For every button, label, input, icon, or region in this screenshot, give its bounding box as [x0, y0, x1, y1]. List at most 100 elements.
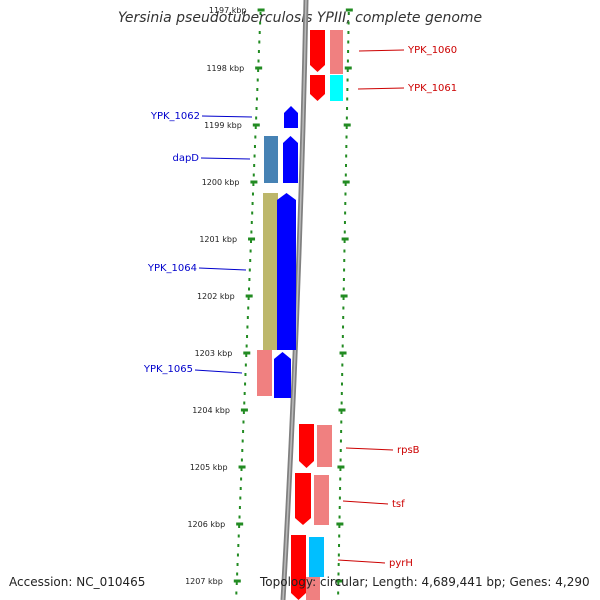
- tick-dot-right: [342, 297, 345, 300]
- tick-dot-right: [346, 69, 349, 72]
- tick-dot-left: [243, 401, 246, 405]
- tick-dot-left: [255, 107, 258, 110]
- tick-dot-right: [338, 515, 341, 519]
- tick-dot-right: [342, 325, 345, 329]
- tick-dot-right: [339, 477, 342, 481]
- tick-dot-left: [258, 31, 261, 34]
- gene-arrow-reverse: [310, 30, 325, 72]
- gene-leader-line: [200, 157, 251, 160]
- tick-mark-left: [252, 123, 260, 127]
- gene-cog-bar: [263, 193, 278, 350]
- tick-dot-left: [237, 544, 240, 547]
- tick-dot-right: [347, 31, 350, 34]
- tick-dot-right: [337, 582, 340, 585]
- tick-label: 1206 kbp: [187, 520, 225, 529]
- tick-dot-right: [344, 211, 347, 215]
- tick-dot-right: [347, 12, 350, 15]
- tick-dot-left: [242, 411, 245, 414]
- tick-dot-left: [237, 534, 240, 538]
- tick-label: 1201 kbp: [199, 235, 237, 244]
- gene-label-reverse: rpsB: [397, 445, 420, 456]
- tick-label: 1197 kbp: [209, 6, 247, 15]
- tick-dot-left: [241, 449, 244, 452]
- tick-dot-left: [235, 591, 238, 595]
- tick-label: 1207 kbp: [185, 577, 223, 586]
- tick-dot-left: [240, 458, 243, 462]
- tick-mark-left: [257, 8, 265, 12]
- tick-dot-left: [246, 325, 249, 329]
- tick-dot-right: [341, 344, 344, 348]
- tick-dot-right: [346, 97, 349, 101]
- tick-dot-right: [346, 107, 349, 110]
- tick-dot-left: [258, 40, 261, 44]
- tick-label: 1204 kbp: [192, 406, 230, 415]
- gene-cog-bar: [330, 30, 343, 74]
- tick-dot-left: [249, 259, 252, 262]
- tick-dot-right: [347, 40, 350, 44]
- tick-mark-right: [341, 237, 349, 241]
- tick-dot-left: [242, 430, 245, 433]
- tick-dot-right: [344, 183, 347, 186]
- tick-dot-left: [259, 12, 262, 15]
- gene-leader-line: [357, 87, 405, 90]
- tick-dot-left: [236, 563, 239, 566]
- tick-dot-left: [236, 553, 239, 557]
- tick-dot-right: [346, 88, 349, 91]
- tick-dot-right: [339, 439, 342, 443]
- tick-dot-right: [337, 563, 340, 566]
- gene-leader-line: [194, 369, 243, 374]
- tick-dot-right: [346, 59, 349, 63]
- tick-dot-left: [248, 287, 251, 291]
- gene-cog-bar: [330, 75, 343, 101]
- tick-dot-left: [255, 97, 258, 101]
- gene-label-forward: YPK_1064: [147, 263, 197, 274]
- tick-dot-left: [238, 525, 241, 528]
- tick-dot-right: [345, 145, 348, 148]
- tick-mark-right: [335, 579, 343, 583]
- tick-dot-right: [346, 78, 349, 82]
- tick-dot-left: [253, 154, 256, 158]
- tick-dot-right: [339, 458, 342, 462]
- tick-dot-right: [341, 354, 344, 357]
- accession-label: Accession: NC_010465: [9, 575, 146, 589]
- tick-dot-left: [244, 363, 247, 367]
- gene-leader-line: [337, 559, 386, 564]
- tick-mark-right: [336, 522, 344, 526]
- backbone-highlight: [282, 0, 307, 600]
- tick-mark-left: [250, 180, 258, 184]
- tick-mark-right: [342, 180, 350, 184]
- gene-leader-line: [358, 49, 405, 52]
- tick-mark-left: [245, 294, 253, 298]
- tick-dot-left: [250, 230, 253, 234]
- tick-dot-left: [243, 392, 246, 395]
- tick-dot-left: [253, 145, 256, 148]
- tick-mark-left: [240, 408, 248, 412]
- tick-dot-right: [341, 363, 344, 367]
- tick-dot-left: [254, 126, 257, 129]
- tick-dot-left: [239, 496, 242, 500]
- tick-dot-right: [343, 249, 346, 253]
- gene-cog-bar: [264, 136, 278, 183]
- tick-dot-right: [340, 401, 343, 405]
- tick-mark-left: [238, 465, 246, 469]
- tick-mark-right: [343, 123, 351, 127]
- gene-arrow-reverse: [310, 75, 325, 101]
- tick-dot-right: [344, 164, 347, 167]
- tick-dot-right: [337, 553, 340, 557]
- tick-mark-left: [243, 351, 251, 355]
- tick-dot-left: [238, 515, 241, 519]
- gene-leader-line: [198, 267, 247, 271]
- gene-label-reverse: pyrH: [389, 558, 413, 569]
- tick-dot-left: [238, 506, 241, 509]
- tick-dot-right: [340, 411, 343, 414]
- tick-dot-left: [236, 572, 239, 576]
- tick-dot-left: [246, 335, 249, 338]
- gene-leader-line: [201, 115, 253, 118]
- tick-dot-left: [255, 116, 258, 120]
- gene-arrow-forward: [284, 106, 298, 128]
- tick-dot-right: [343, 268, 346, 272]
- tick-label: 1205 kbp: [190, 463, 228, 472]
- tick-dot-left: [257, 69, 260, 72]
- tick-dot-left: [253, 164, 256, 167]
- tick-dot-left: [244, 373, 247, 376]
